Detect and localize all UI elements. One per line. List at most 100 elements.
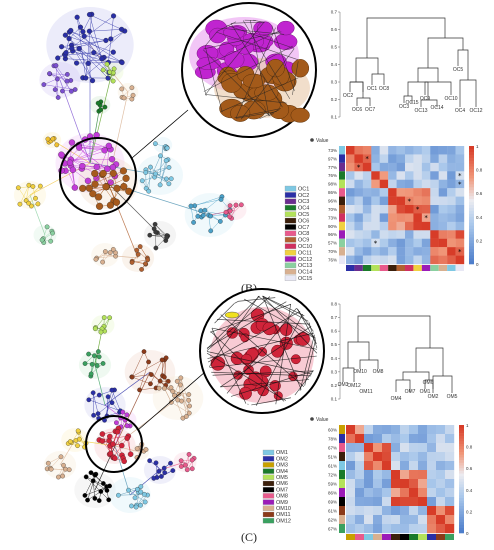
network-node bbox=[111, 66, 117, 72]
heatmap-cell bbox=[438, 162, 448, 172]
color-scale-segment bbox=[469, 261, 474, 265]
heatmap-cell bbox=[396, 188, 406, 197]
heatmap-cell bbox=[396, 154, 406, 164]
heatmap-cell bbox=[373, 479, 383, 489]
heatmap-cell bbox=[409, 524, 419, 534]
network-node bbox=[77, 24, 84, 30]
network-node bbox=[88, 371, 94, 377]
heatmap-b: Value 73% 97% 77% 76% 98% 86% 96% 70% 73% 90% 96% 57… bbox=[310, 138, 483, 271]
heatmap-cell bbox=[354, 154, 364, 164]
axis-tick-label: 0.2 bbox=[331, 97, 338, 102]
network-node bbox=[69, 45, 75, 51]
heatmap-cell bbox=[445, 515, 455, 525]
color-scale-segment bbox=[459, 465, 464, 469]
heatmap-cell bbox=[391, 452, 401, 462]
network-node bbox=[132, 495, 138, 501]
axis-tick-label: 0.4 bbox=[331, 356, 338, 361]
network-node bbox=[89, 190, 97, 198]
network-node bbox=[187, 403, 192, 409]
network-node bbox=[138, 484, 144, 489]
inset-node bbox=[242, 73, 266, 89]
color-scale-segment bbox=[459, 487, 464, 491]
network-node bbox=[101, 481, 106, 486]
zoom-connector bbox=[137, 371, 206, 431]
heatmap-cell bbox=[409, 452, 419, 462]
network-node bbox=[124, 423, 130, 429]
network-edge bbox=[89, 14, 103, 59]
color-scale-segment bbox=[459, 438, 464, 442]
network-node bbox=[143, 261, 148, 267]
dendrogram-link bbox=[342, 367, 355, 382]
inset-edge bbox=[292, 61, 299, 95]
heatmap-cell bbox=[413, 213, 423, 223]
heatmap-cell bbox=[427, 515, 437, 525]
network-edge bbox=[79, 145, 109, 148]
heatmap-cell bbox=[413, 188, 423, 197]
heatmap-row-percent: 78% bbox=[328, 436, 337, 441]
heatmap-row-color bbox=[339, 515, 345, 524]
network-node bbox=[85, 497, 90, 503]
color-scale-segment bbox=[469, 249, 474, 253]
heatmap-cell bbox=[427, 452, 437, 462]
heatmap-cell bbox=[371, 154, 380, 164]
network-node bbox=[168, 399, 174, 405]
heatmap-cell bbox=[373, 497, 383, 507]
network-node bbox=[163, 158, 169, 163]
heatmap-row-percent: 77% bbox=[328, 165, 337, 170]
network-node bbox=[113, 250, 118, 256]
network-node bbox=[145, 257, 151, 263]
heatmap-row-color bbox=[339, 255, 345, 264]
heatmap-cell bbox=[438, 221, 448, 231]
network-node bbox=[178, 464, 184, 469]
color-scale-segment bbox=[459, 497, 464, 501]
network-node bbox=[76, 144, 83, 151]
network-node bbox=[96, 498, 102, 503]
color-scale-segment bbox=[469, 222, 474, 226]
network-edge bbox=[96, 252, 111, 259]
heatmap-title: Value bbox=[316, 138, 329, 144]
legend-swatch bbox=[262, 468, 275, 474]
color-scale-segment bbox=[469, 175, 474, 179]
heatmap-cell bbox=[405, 146, 414, 155]
heatmap-cell bbox=[413, 205, 423, 214]
network-node bbox=[124, 435, 130, 441]
heatmap-row-percent: 70% bbox=[328, 207, 337, 212]
network-edge bbox=[19, 185, 30, 205]
dendrogram-leaf-label: OC2 bbox=[343, 93, 354, 99]
network-node bbox=[198, 208, 204, 214]
heatmap-cell bbox=[405, 171, 414, 180]
network-node bbox=[85, 60, 91, 66]
network-node bbox=[102, 249, 108, 254]
color-scale-segment bbox=[469, 151, 474, 156]
network-node bbox=[116, 492, 121, 498]
heatmap-cell bbox=[388, 221, 397, 231]
heatmap-cell bbox=[354, 238, 364, 248]
color-scale-segment bbox=[459, 511, 464, 515]
network-edge bbox=[106, 170, 124, 187]
network-node bbox=[122, 174, 130, 182]
network-edge bbox=[229, 204, 242, 217]
heatmap-cell bbox=[455, 230, 465, 239]
highlight-circle bbox=[85, 415, 143, 473]
network-edge bbox=[155, 160, 167, 175]
heatmap-cell bbox=[413, 230, 423, 239]
network-node bbox=[96, 392, 102, 398]
network-node bbox=[156, 385, 162, 391]
heatmap-cell bbox=[438, 154, 448, 164]
network-graph-c bbox=[43, 315, 206, 513]
heatmap-row-percent: 97% bbox=[328, 156, 337, 161]
heatmap-cell bbox=[373, 443, 383, 453]
legend-swatch bbox=[262, 474, 275, 480]
legend-label: OC14 bbox=[298, 270, 312, 276]
dendrogram-link bbox=[371, 73, 385, 85]
heatmap-row-color bbox=[339, 188, 345, 197]
heatmap-col-color bbox=[364, 534, 373, 540]
network-node bbox=[82, 493, 88, 498]
heatmap-cell bbox=[427, 506, 437, 516]
network-node bbox=[129, 503, 134, 509]
network-edge bbox=[180, 384, 190, 414]
network-node bbox=[41, 82, 47, 87]
network-node bbox=[79, 184, 87, 192]
network-edge bbox=[118, 494, 145, 496]
